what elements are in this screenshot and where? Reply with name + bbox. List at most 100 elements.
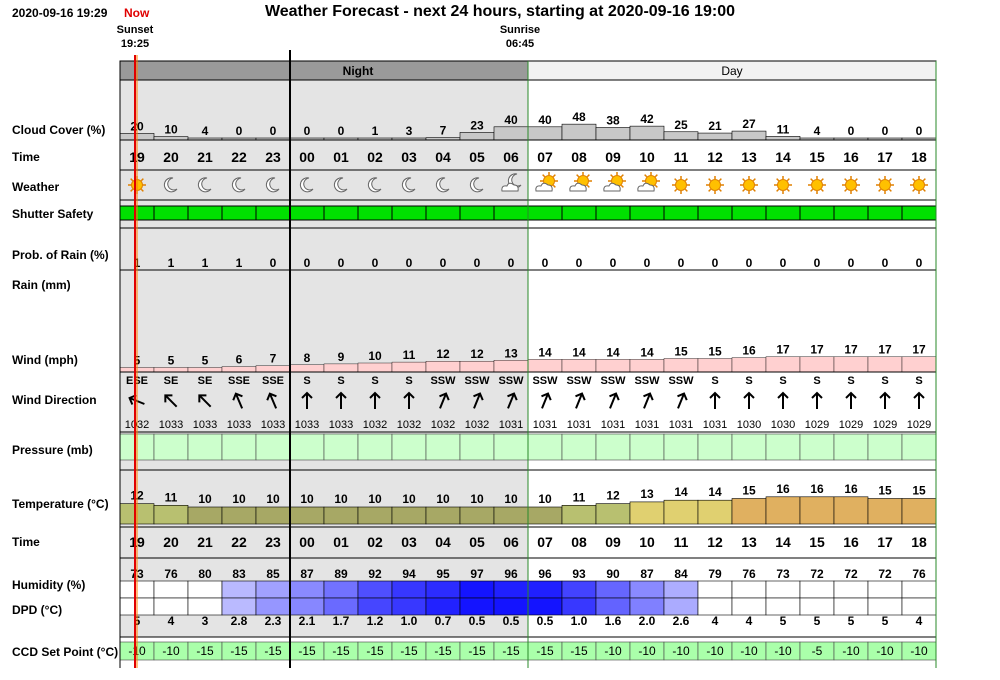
dpd-cell <box>459 597 495 616</box>
time-label: 22 <box>231 149 247 165</box>
dpd-value: 0.5 <box>503 614 520 628</box>
humidity-cell <box>561 580 597 599</box>
rain-prob-value: 0 <box>848 256 855 270</box>
wind-bar <box>187 367 223 373</box>
cloud-value: 0 <box>848 124 855 138</box>
row-label-time2: Time <box>12 535 40 549</box>
sun-icon <box>774 176 792 194</box>
sun-cloud-icon <box>603 172 626 192</box>
cloud-value: 40 <box>538 113 552 127</box>
cloud-value: 0 <box>338 124 345 138</box>
temperature-bar <box>425 506 461 525</box>
wind-direction-label: SE <box>164 375 179 387</box>
row-label-weather: Weather <box>12 180 59 194</box>
humidity-value: 76 <box>912 567 926 581</box>
humidity-value: 79 <box>708 567 722 581</box>
wind-value: 9 <box>338 350 345 364</box>
humidity-value: 90 <box>606 567 620 581</box>
humidity-value: 87 <box>640 567 654 581</box>
row-label-rain: Rain (mm) <box>12 278 71 292</box>
pressure-cell <box>187 433 223 461</box>
wind-value: 5 <box>202 354 209 368</box>
ccd-value: -10 <box>604 644 622 658</box>
rain-prob-value: 0 <box>780 256 787 270</box>
rain-prob-value: 0 <box>610 256 617 270</box>
temperature-value: 10 <box>504 492 518 506</box>
temperature-bar <box>799 496 835 525</box>
wind-value: 16 <box>742 344 756 358</box>
time-label-bottom: 14 <box>775 534 791 550</box>
wind-direction-label: S <box>303 375 310 387</box>
pressure-cell <box>493 433 529 461</box>
ccd-value: -15 <box>502 644 520 658</box>
humidity-value: 85 <box>266 567 280 581</box>
rain-prob-value: 0 <box>508 256 515 270</box>
ccd-value: -15 <box>230 644 248 658</box>
time-label: 12 <box>707 149 723 165</box>
humidity-cell <box>731 580 767 599</box>
wind-arrow-icon <box>335 391 347 409</box>
temperature-bar <box>527 506 563 525</box>
cloud-value: 42 <box>640 112 654 126</box>
dpd-value: 2.1 <box>299 614 316 628</box>
temperature-bar <box>629 501 665 525</box>
pressure-value: 1032 <box>431 419 455 431</box>
pressure-value: 1033 <box>227 419 251 431</box>
rain-prob-value: 0 <box>304 256 311 270</box>
wind-direction-label: SSW <box>600 375 626 387</box>
cloud-value: 40 <box>504 113 518 127</box>
wind-direction-label: S <box>337 375 344 387</box>
dpd-value: 4 <box>168 614 175 628</box>
humidity-value: 96 <box>504 567 518 581</box>
row-label-wind_dir: Wind Direction <box>12 393 97 407</box>
moon-icon <box>333 177 348 193</box>
dpd-value: 4 <box>712 614 719 628</box>
pressure-value: 1033 <box>329 419 353 431</box>
wind-value: 13 <box>504 346 518 360</box>
time-label: 15 <box>809 149 825 165</box>
time-label-bottom: 11 <box>674 534 689 550</box>
wind-value: 17 <box>844 343 858 357</box>
pressure-value: 1029 <box>805 419 829 431</box>
pressure-cell <box>595 433 631 461</box>
dpd-cell <box>663 597 699 616</box>
wind-direction-label: S <box>405 375 412 387</box>
moon-icon <box>231 177 246 193</box>
wind-bar <box>289 364 325 373</box>
time-label: 09 <box>605 149 621 165</box>
humidity-value: 72 <box>810 567 824 581</box>
pressure-cell <box>731 433 767 461</box>
rain-prob-value: 0 <box>338 256 345 270</box>
cloud-value: 21 <box>708 119 722 133</box>
wind-direction-label: S <box>915 375 922 387</box>
ccd-value: -10 <box>842 644 860 658</box>
temperature-bar <box>765 496 801 525</box>
humidity-cell <box>697 580 733 599</box>
temperature-bar <box>867 498 903 525</box>
temperature-value: 11 <box>573 490 586 504</box>
time-label-bottom: 02 <box>367 534 383 550</box>
ccd-value: -10 <box>162 644 180 658</box>
temperature-bar <box>697 499 733 525</box>
humidity-cell <box>833 580 869 599</box>
row-label-pressure: Pressure (mb) <box>12 443 93 457</box>
humidity-value: 76 <box>164 567 178 581</box>
ccd-value: -15 <box>536 644 554 658</box>
wind-arrow-icon <box>913 391 925 409</box>
dpd-value: 5 <box>882 614 889 628</box>
dpd-cell <box>765 597 801 616</box>
wind-bar <box>153 367 189 373</box>
humidity-cell <box>153 580 189 599</box>
dpd-cell <box>833 597 869 616</box>
temperature-bar <box>731 498 767 525</box>
wind-arrow-icon <box>473 392 484 409</box>
temperature-value: 10 <box>470 492 484 506</box>
pressure-value: 1031 <box>601 419 625 431</box>
time-label-bottom: 23 <box>265 534 281 550</box>
night-label: Night <box>343 64 374 78</box>
pressure-cell <box>153 433 189 461</box>
temperature-bar <box>153 504 189 525</box>
time-label-bottom: 13 <box>741 534 757 550</box>
wind-bar <box>901 356 937 373</box>
pressure-cell <box>833 433 869 461</box>
